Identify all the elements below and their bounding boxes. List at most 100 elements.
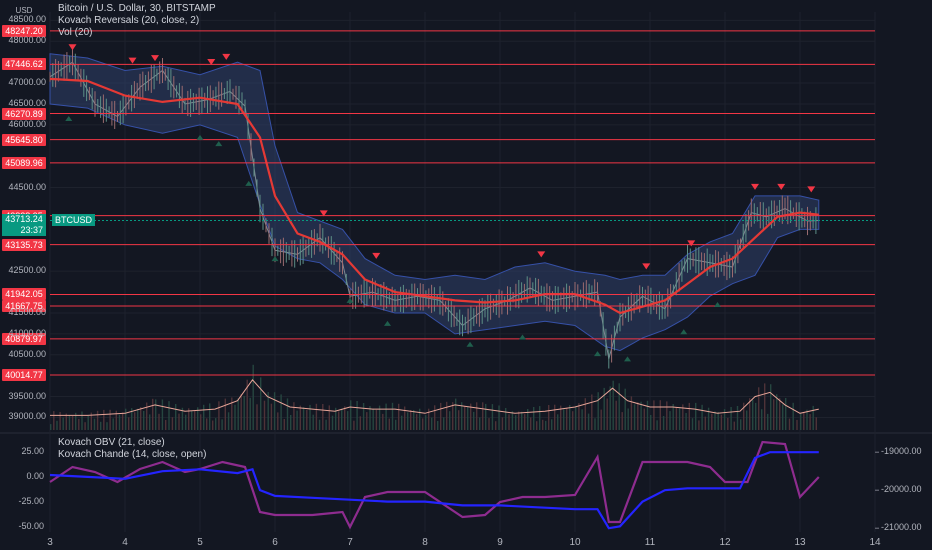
volume-bar [518,411,520,430]
volume-bar [431,417,433,430]
level-tag[interactable]: 47446.62 [2,58,46,71]
price-tick-label: 42500.00 [8,265,46,276]
volume-bar [318,419,321,430]
volume-bar [325,419,327,430]
volume-bar [306,409,308,430]
level-tag[interactable]: 43135.73 [2,238,46,251]
volume-bar [792,402,794,430]
price-tick-label: 39000.00 [8,411,46,422]
volume-bar [773,399,775,430]
volume-bar [752,399,754,430]
volume-bar [68,414,71,430]
volume-bar [134,412,136,430]
volume-bar [401,415,403,430]
volume-bar [161,399,164,430]
volume-bar [71,416,74,430]
price-tick-label: 47000.00 [8,77,46,88]
reversal-mean-line [49,77,819,315]
volume-bar [246,379,248,430]
volume-bar [434,405,436,430]
buy-marker [245,180,253,186]
volume-bar [452,402,454,430]
volume-bar [422,418,424,430]
volume-bar [197,407,199,430]
volume-bar [539,406,541,430]
indicator-kovach-chande[interactable]: Kovach Chande (14, close, open) [58,449,207,460]
volume-bar [443,417,445,430]
level-tag[interactable]: 41667.75 [2,299,46,312]
volume-bar [347,411,349,430]
volume-bar [536,421,538,430]
level-tag[interactable]: 45089.96 [2,156,46,169]
volume-bar [212,420,214,430]
volume-bar [581,409,583,430]
volume-bar [181,407,184,430]
volume-bar [413,410,415,430]
volume-bar [761,409,763,430]
volume-bar [280,394,282,430]
volume-bar [143,411,145,430]
volume-bar [587,413,590,430]
volume-bar [375,409,378,430]
volume-bar [81,411,83,430]
volume-bar [84,422,86,430]
volume-bar [594,418,596,430]
volume-bar [194,410,196,430]
indicator-volume[interactable]: Vol (20) [58,27,93,38]
time-tick-label: 11 [644,537,656,548]
volume-bar [575,406,577,430]
obv-tick-label: -19000.00 [881,446,922,457]
volume-bar [273,392,276,430]
volume-bar [158,413,160,430]
volume-bar [755,402,757,430]
volume-bar [675,407,678,430]
volume-bar [695,402,697,430]
volume-bar [491,404,494,430]
price-tick-label: 46500.00 [8,97,46,108]
volume-bar [458,410,460,430]
volume-bar [714,411,716,430]
volume-bar [640,401,642,430]
chande-tick-label: 25.00 [21,446,44,456]
indicator-kovach-obv[interactable]: Kovach OBV (21, close) [58,437,165,448]
sell-marker [777,183,786,190]
volume-bar [359,416,361,430]
volume-bar [59,412,61,430]
buy-marker [519,334,526,340]
volume-bar [96,410,99,430]
level-tag[interactable]: 46270.89 [2,107,46,120]
volume-bar [404,406,406,430]
volume-bar [569,405,571,430]
volume-bar [178,413,180,430]
volume-bar [419,408,421,430]
volume-bar [338,411,340,430]
level-tag[interactable]: 40879.97 [2,332,46,345]
level-tag[interactable]: 41942.05 [2,288,46,301]
sell-marker [68,44,77,51]
volume-bar [662,416,665,430]
volume-bar [388,418,390,430]
volume-bar [606,398,608,430]
volume-bar [659,400,661,430]
volume-bar [560,405,562,430]
chande-tick-label: -25.00 [18,496,44,506]
buy-marker [65,116,73,122]
sell-marker [319,210,328,217]
volume-bar [563,409,565,430]
volume-bar [643,408,645,430]
indicator-kovach-reversals[interactable]: Kovach Reversals (20, close, 2) [58,15,200,26]
price-tick-label: 39500.00 [8,390,46,401]
volume-bar [656,420,658,430]
volume-bar [806,409,808,430]
volume-bar [221,419,223,430]
time-tick-label: 10 [569,537,581,548]
level-tag[interactable]: 48247.20 [2,24,46,37]
level-tag[interactable]: 40014.77 [2,369,46,382]
obv-line [49,451,819,530]
volume-bar [776,394,778,430]
level-tag[interactable]: 45645.80 [2,133,46,146]
volume-bar [277,412,279,430]
volume-bar [87,416,89,430]
sell-marker [222,53,231,60]
